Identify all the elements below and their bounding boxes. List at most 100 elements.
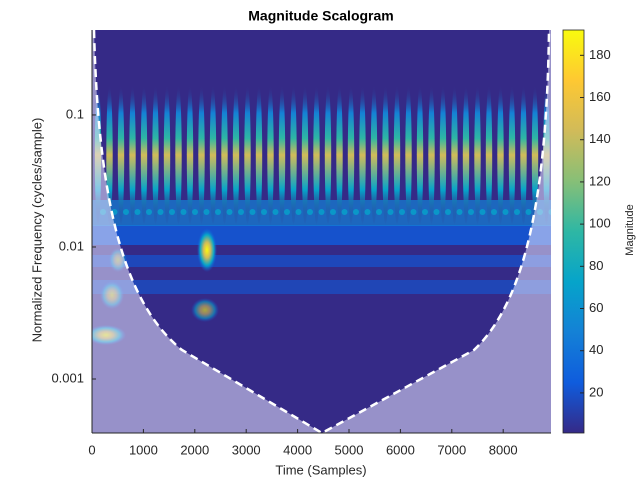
streak xyxy=(175,85,182,225)
chart-title: Magnitude Scalogram xyxy=(248,8,393,24)
streak xyxy=(359,85,366,225)
hot-spot xyxy=(100,281,124,309)
streak xyxy=(405,85,412,225)
streak xyxy=(393,85,401,225)
band xyxy=(92,280,551,294)
x-tick-label: 5000 xyxy=(335,442,364,457)
streak xyxy=(129,85,136,225)
streak xyxy=(267,85,274,225)
colorbar-tick-label: 20 xyxy=(589,384,603,399)
dot xyxy=(226,209,233,215)
dot xyxy=(295,209,302,215)
dot xyxy=(387,209,394,215)
dot xyxy=(456,209,463,215)
colorbar xyxy=(562,29,585,434)
dot xyxy=(341,209,348,215)
dot xyxy=(249,209,256,215)
dot xyxy=(364,209,371,215)
dot xyxy=(353,209,359,215)
streak xyxy=(301,85,309,225)
dot xyxy=(192,209,198,215)
dot xyxy=(514,209,520,215)
colorbar-tick-label: 120 xyxy=(589,173,611,188)
streak xyxy=(198,85,205,225)
dot xyxy=(123,209,129,215)
band xyxy=(92,255,551,267)
streak xyxy=(531,85,539,225)
dot xyxy=(376,209,382,215)
streak xyxy=(485,85,493,225)
dot xyxy=(525,209,532,215)
dot xyxy=(238,209,244,215)
dot xyxy=(399,209,405,215)
dot xyxy=(307,209,313,215)
dot xyxy=(157,209,164,215)
streak xyxy=(370,85,378,225)
y-tick-label: 0.1 xyxy=(66,106,84,121)
streak xyxy=(221,85,228,225)
dot xyxy=(134,209,141,215)
dot xyxy=(422,209,428,215)
dot xyxy=(169,209,175,215)
x-tick-label: 7000 xyxy=(437,442,466,457)
streak xyxy=(94,85,102,225)
streak xyxy=(347,85,355,225)
colorbar-tick-label: 40 xyxy=(589,342,603,357)
x-tick-label: 2000 xyxy=(180,442,209,457)
dot xyxy=(100,209,106,215)
streak xyxy=(428,85,435,225)
dot xyxy=(215,209,221,215)
x-tick-label: 0 xyxy=(88,442,95,457)
streak xyxy=(336,85,343,225)
dot xyxy=(548,209,551,215)
streak xyxy=(313,85,320,225)
x-tick-label: 1000 xyxy=(129,442,158,457)
streak xyxy=(152,85,159,225)
colorbar-tick-label: 180 xyxy=(589,47,611,62)
streak xyxy=(324,85,332,225)
hot-spot xyxy=(191,298,219,322)
dot xyxy=(445,209,451,215)
dot xyxy=(330,209,336,215)
streak xyxy=(416,85,424,225)
dot xyxy=(272,209,279,215)
x-tick-label: 3000 xyxy=(232,442,261,457)
colorbar-tick-label: 60 xyxy=(589,300,603,315)
x-tick-label: 6000 xyxy=(386,442,415,457)
streak xyxy=(255,85,263,225)
streak xyxy=(209,85,217,225)
dot xyxy=(502,209,509,215)
colorbar-tick-label: 80 xyxy=(589,258,603,273)
scalogram-image xyxy=(92,30,551,433)
streak xyxy=(543,85,550,225)
streak xyxy=(140,85,148,225)
dot xyxy=(479,209,486,215)
dot xyxy=(180,209,187,215)
coi-shade xyxy=(92,30,551,433)
streak xyxy=(232,85,240,225)
dot xyxy=(433,209,440,215)
coi-line xyxy=(92,30,551,433)
hot-spot xyxy=(92,325,126,345)
streak xyxy=(278,85,286,225)
y-tick-label: 0.01 xyxy=(59,238,84,253)
dot xyxy=(146,209,152,215)
streak xyxy=(244,85,251,225)
colorbar-tick-label: 140 xyxy=(589,131,611,146)
colorbar-label: Magnitude xyxy=(624,204,636,255)
dot xyxy=(203,209,210,215)
dot xyxy=(410,209,417,215)
streak xyxy=(462,85,470,225)
hot-spot xyxy=(197,228,217,272)
x-tick-label: 4000 xyxy=(283,442,312,457)
streak xyxy=(439,85,447,225)
band xyxy=(92,225,551,245)
coi-shade xyxy=(92,30,551,433)
streak xyxy=(474,85,481,225)
dot xyxy=(284,209,290,215)
streak xyxy=(163,85,171,225)
streak xyxy=(186,85,194,225)
y-tick-label: 0.001 xyxy=(51,370,84,385)
streak xyxy=(451,85,458,225)
